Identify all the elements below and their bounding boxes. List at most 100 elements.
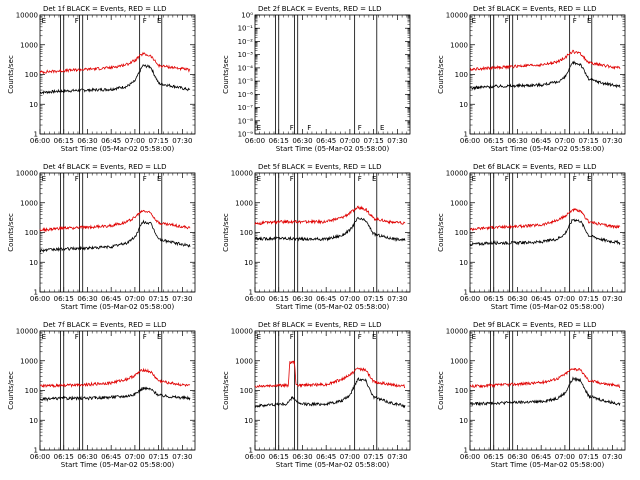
x-tick-label: 06:30 — [77, 295, 97, 303]
y-axis-label: Counts/sec — [437, 55, 445, 94]
x-tick-label: 06:45 — [531, 295, 551, 303]
x-tick-label: 06:45 — [101, 295, 121, 303]
marker-label: F — [358, 124, 362, 132]
plot-frame — [39, 330, 196, 451]
y-tick-label: 10000 — [231, 328, 253, 336]
x-tick-label: 06:30 — [77, 137, 97, 145]
x-tick-label: 07:00 — [340, 137, 360, 145]
x-tick-label: 07:15 — [364, 137, 384, 145]
detector-panel-3: Det 3f BLACK = Events, RED = LLD 1 10 100 10… — [437, 5, 626, 153]
marker-label: E — [472, 333, 476, 341]
x-axis-label: Start Time (05-Mar-02 05:58:00) — [61, 303, 175, 311]
x-tick-label: 07:00 — [555, 453, 575, 461]
x-tick-label: 07:30 — [387, 295, 407, 303]
marker-label: E — [587, 17, 591, 25]
marker-label: F — [75, 17, 79, 25]
x-tick-label: 06:30 — [507, 137, 527, 145]
detector-panel-9: Det 9f BLACK = Events, RED = LLD 1 10 100 10… — [437, 321, 626, 469]
y-axis-label: Counts/sec — [7, 371, 15, 410]
y-tick-label: 1000 — [20, 199, 38, 207]
marker-label: E — [257, 333, 261, 341]
y-tick-label: 10 — [29, 101, 38, 109]
plot-frame — [469, 14, 626, 135]
x-tick-label: 06:00 — [30, 295, 50, 303]
x-tick-label: 06:30 — [292, 453, 312, 461]
marker-label: E — [587, 333, 591, 341]
plot-frame — [469, 172, 626, 293]
panel-title: Det 5f BLACK = Events, RED = LLD — [258, 163, 381, 171]
marker-label: E — [380, 124, 384, 132]
marker-label: F — [143, 17, 147, 25]
marker-label: F — [358, 333, 362, 341]
marker-label: F — [75, 333, 79, 341]
x-tick-label: 07:00 — [555, 137, 575, 145]
x-tick-label: 06:15 — [484, 295, 504, 303]
x-axis-label: Start Time (05-Mar-02 05:58:00) — [61, 145, 175, 153]
x-tick-label: 06:45 — [316, 137, 336, 145]
y-tick-label: 1000 — [235, 199, 253, 207]
panel-title: Det 2f BLACK = Events, RED = LLD — [258, 5, 381, 13]
series-lld-line — [254, 360, 406, 389]
y-tick-label: 1000 — [450, 357, 468, 365]
series-events-line — [469, 218, 621, 247]
x-tick-label: 07:15 — [149, 453, 169, 461]
series-events-line — [254, 377, 406, 409]
series-events-line — [39, 64, 191, 95]
series-events-line — [254, 216, 406, 242]
plot-frame — [254, 330, 411, 451]
marker-label: F — [573, 333, 577, 341]
detector-panel-5: Det 5f BLACK = Events, RED = LLD 1 10 100 10… — [222, 163, 411, 311]
x-tick-label: 06:00 — [245, 295, 265, 303]
y-tick-label: 10⁻³ — [238, 51, 254, 59]
x-tick-label: 07:30 — [602, 295, 622, 303]
x-tick-label: 06:45 — [316, 295, 336, 303]
y-tick-label: 10000 — [16, 12, 38, 20]
x-tick-label: 06:15 — [269, 137, 289, 145]
y-tick-label: 1000 — [450, 199, 468, 207]
y-tick-label: 10000 — [16, 328, 38, 336]
x-tick-label: 07:15 — [149, 295, 169, 303]
series-lld-line — [469, 367, 621, 389]
series-events-line — [39, 219, 191, 253]
y-tick-label: 10⁻⁹ — [238, 131, 254, 139]
series-events-line — [469, 60, 621, 91]
plot-frame — [469, 330, 626, 451]
x-tick-label: 06:30 — [77, 453, 97, 461]
plot-frame — [254, 14, 411, 135]
detector-panel-7: Det 7f BLACK = Events, RED = LLD 1 10 100 10… — [7, 321, 196, 469]
x-tick-label: 07:15 — [364, 453, 384, 461]
x-tick-label: 07:30 — [602, 453, 622, 461]
panel-title: Det 1f BLACK = Events, RED = LLD — [43, 5, 166, 13]
y-axis-label: Counts/sec — [222, 55, 230, 94]
y-axis-label: Counts/sec — [437, 371, 445, 410]
x-tick-label: 07:00 — [125, 453, 145, 461]
y-tick-label: 10 — [29, 417, 38, 425]
marker-label: F — [290, 333, 294, 341]
panel-title: Det 4f BLACK = Events, RED = LLD — [43, 163, 166, 171]
y-tick-label: 10 — [29, 259, 38, 267]
x-tick-label: 06:15 — [484, 137, 504, 145]
x-tick-label: 06:15 — [54, 295, 74, 303]
marker-label: F — [143, 333, 147, 341]
marker-label: F — [505, 333, 509, 341]
x-axis-label: Start Time (05-Mar-02 05:58:00) — [491, 145, 605, 153]
x-tick-label: 06:15 — [269, 295, 289, 303]
series-lld-line — [254, 205, 406, 226]
y-tick-label: 1000 — [450, 41, 468, 49]
y-tick-label: 1 — [249, 447, 253, 455]
y-tick-label: 10⁻⁷ — [238, 104, 254, 112]
x-tick-label: 07:00 — [555, 295, 575, 303]
series-lld-line — [470, 207, 621, 232]
marker-label: E — [472, 175, 476, 183]
x-tick-label: 06:15 — [54, 453, 74, 461]
marker-label: F — [358, 175, 362, 183]
series-lld-line — [39, 209, 191, 233]
panel-title: Det 7f BLACK = Events, RED = LLD — [43, 321, 166, 329]
y-tick-label: 10000 — [446, 12, 468, 20]
marker-label: E — [42, 175, 46, 183]
x-tick-label: 06:45 — [531, 137, 551, 145]
y-tick-label: 10⁻⁴ — [238, 64, 254, 72]
marker-label: E — [42, 17, 46, 25]
series-lld-line — [39, 51, 191, 75]
